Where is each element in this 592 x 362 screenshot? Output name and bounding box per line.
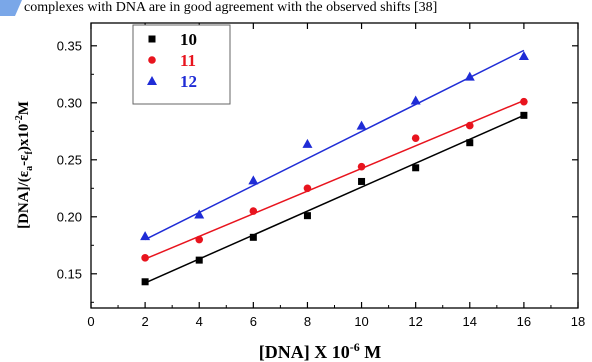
caption-accent-shape <box>0 0 22 16</box>
data-point-12 <box>464 71 475 81</box>
axis-ticks: 0 2 4 6 8 10 12 14 16 18 0.15 0.20 0.25 0.30 0.35 <box>57 23 585 329</box>
legend-label-11: 11 <box>180 51 196 70</box>
y-tick-label: 0.35 <box>57 38 82 53</box>
fit-line-11 <box>144 99 525 260</box>
data-point-11 <box>520 97 528 106</box>
data-point-12 <box>302 138 313 148</box>
legend-marker-10 <box>148 35 156 43</box>
y-tick-label: 0.30 <box>57 95 82 110</box>
x-tick-label: 8 <box>304 314 311 329</box>
caption-snippet-text: complexes with DNA are in good agreement… <box>24 0 437 15</box>
top-caption-snippet: complexes with DNA are in good agreement… <box>0 0 437 16</box>
data-point-11 <box>249 207 258 215</box>
x-tick-label: 0 <box>87 314 94 329</box>
fit-line-10 <box>144 114 525 284</box>
legend-marker-11 <box>148 56 156 64</box>
data-point-12 <box>140 231 151 241</box>
fit-lines <box>144 49 525 284</box>
data-point-11 <box>195 235 204 244</box>
data-point-11 <box>303 184 312 193</box>
x-tick-label: 14 <box>463 314 477 329</box>
data-point-10 <box>466 139 474 147</box>
x-tick-label: 4 <box>196 314 203 329</box>
x-tick-label: 2 <box>141 314 148 329</box>
legend-marker-12 <box>147 76 157 85</box>
legend-label-10: 10 <box>180 30 197 49</box>
x-tick-label: 12 <box>408 314 422 329</box>
x-axis-title: [DNA] X 10-6 M <box>259 340 381 362</box>
y-tick-label: 0.15 <box>57 266 82 281</box>
data-point-10 <box>303 212 311 220</box>
fit-line-12 <box>144 49 525 241</box>
data-point-12 <box>410 95 421 105</box>
data-point-10 <box>412 164 420 172</box>
x-tick-label: 18 <box>571 314 585 329</box>
data-point-12 <box>194 209 205 219</box>
data-point-11 <box>465 121 474 130</box>
data-point-11 <box>411 134 420 142</box>
data-point-11 <box>357 162 366 171</box>
legend-label-12: 12 <box>180 72 197 91</box>
data-point-12 <box>248 175 259 185</box>
data-point-12 <box>518 51 529 61</box>
x-tick-label: 16 <box>517 314 531 329</box>
data-point-10 <box>195 256 203 264</box>
legend: 10 11 12 <box>132 24 231 105</box>
data-point-10 <box>520 111 528 119</box>
y-tick-label: 0.20 <box>57 209 82 224</box>
data-point-10 <box>249 233 257 241</box>
x-tick-label: 6 <box>250 314 257 329</box>
data-point-12 <box>356 120 367 130</box>
data-point-11 <box>141 254 149 262</box>
y-tick-label: 0.25 <box>57 152 82 167</box>
y-axis-title: [DNA]/(εa-εf)x10-2M <box>14 101 35 229</box>
data-point-10 <box>358 177 366 185</box>
data-point-10 <box>141 278 149 286</box>
data-points <box>140 51 529 286</box>
x-tick-label: 10 <box>354 314 368 329</box>
